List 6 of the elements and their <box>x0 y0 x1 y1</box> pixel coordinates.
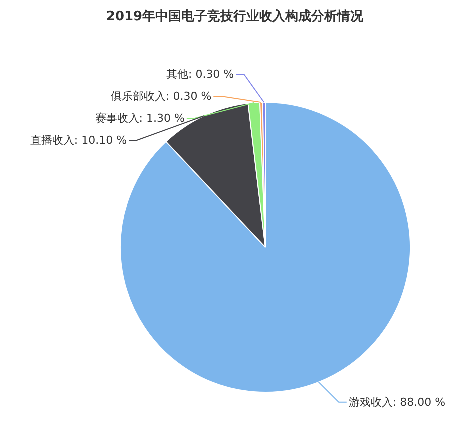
slice-label: 赛事收入: 1.30 % <box>95 112 185 126</box>
slice-label: 游戏收入: 88.00 % <box>348 396 446 409</box>
slice-label: 俱乐部收入: 0.30 % <box>111 90 212 104</box>
slice-label: 其他: 0.30 % <box>166 68 234 82</box>
slice-label: 直播收入: 10.10 % <box>30 134 128 148</box>
chart-title: 2019年中国电子竞技行业收入构成分析情况 <box>106 8 365 24</box>
